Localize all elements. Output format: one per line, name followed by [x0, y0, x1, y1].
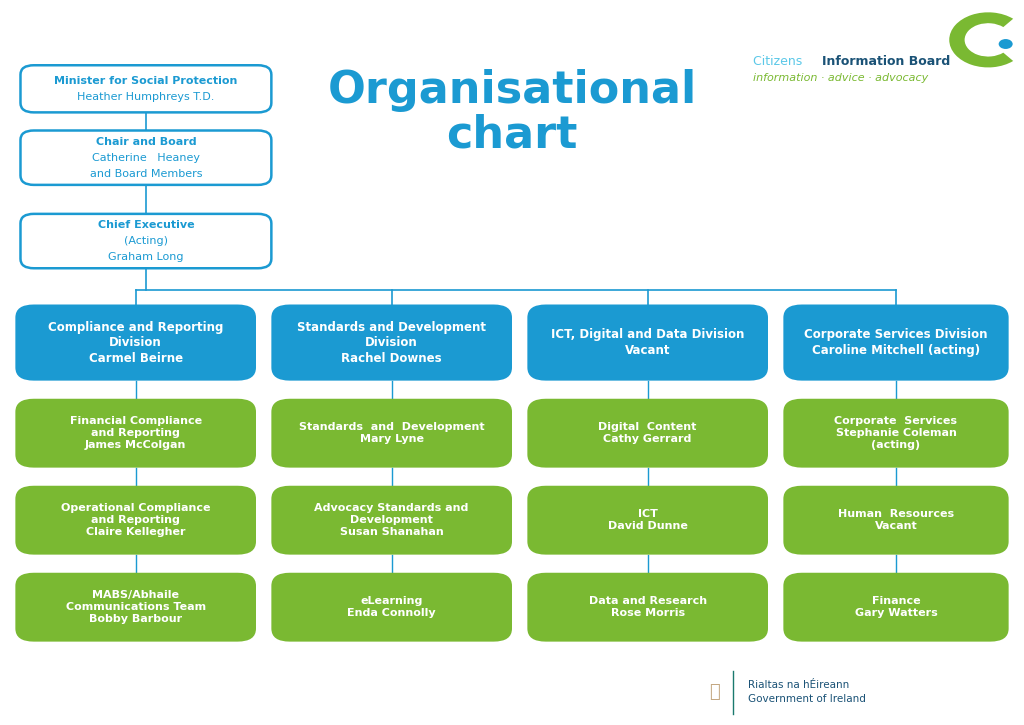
Text: Compliance and Reporting
Division
Carmel Beirne: Compliance and Reporting Division Carmel…	[48, 320, 223, 365]
FancyBboxPatch shape	[20, 214, 271, 268]
FancyBboxPatch shape	[527, 573, 768, 642]
FancyBboxPatch shape	[527, 399, 768, 468]
FancyBboxPatch shape	[783, 486, 1009, 555]
Text: Advocacy Standards and
Development
Susan Shanahan: Advocacy Standards and Development Susan…	[314, 503, 469, 537]
Text: Human  Resources
Vacant: Human Resources Vacant	[838, 509, 954, 531]
Text: Digital  Content
Cathy Gerrard: Digital Content Cathy Gerrard	[598, 422, 697, 444]
Text: Standards and Development
Division
Rachel Downes: Standards and Development Division Rache…	[297, 320, 486, 365]
FancyBboxPatch shape	[271, 486, 512, 555]
FancyBboxPatch shape	[15, 399, 256, 468]
Text: ICT
David Dunne: ICT David Dunne	[607, 509, 688, 531]
Text: eLearning
Enda Connolly: eLearning Enda Connolly	[347, 596, 436, 618]
Text: Minister for Social Protection: Minister for Social Protection	[54, 76, 238, 86]
Text: MABS/Abhaile
Communications Team
Bobby Barbour: MABS/Abhaile Communications Team Bobby B…	[66, 590, 206, 624]
FancyBboxPatch shape	[271, 399, 512, 468]
Text: Rialtas na hÉireann
Government of Ireland: Rialtas na hÉireann Government of Irelan…	[748, 680, 865, 705]
Text: Corporate Services Division
Caroline Mitchell (acting): Corporate Services Division Caroline Mit…	[804, 328, 988, 357]
FancyBboxPatch shape	[15, 486, 256, 555]
FancyBboxPatch shape	[783, 399, 1009, 468]
FancyBboxPatch shape	[271, 573, 512, 642]
Text: Citizens: Citizens	[753, 55, 806, 68]
FancyBboxPatch shape	[20, 65, 271, 112]
Text: Information Board: Information Board	[822, 55, 950, 68]
Text: 🏛: 🏛	[710, 684, 720, 701]
Text: Organisational
chart: Organisational chart	[328, 69, 696, 157]
Text: Data and Research
Rose Morris: Data and Research Rose Morris	[589, 596, 707, 618]
Text: ICT, Digital and Data Division
Vacant: ICT, Digital and Data Division Vacant	[551, 328, 744, 357]
Circle shape	[998, 39, 1013, 49]
Text: Finance
Gary Watters: Finance Gary Watters	[855, 596, 937, 618]
Text: Chair and Board: Chair and Board	[95, 137, 197, 146]
FancyBboxPatch shape	[15, 573, 256, 642]
Text: information · advice · advocacy: information · advice · advocacy	[753, 72, 928, 83]
Text: Operational Compliance
and Reporting
Claire Kellegher: Operational Compliance and Reporting Cla…	[61, 503, 210, 537]
Text: Graham Long: Graham Long	[109, 252, 183, 262]
Text: (Acting): (Acting)	[124, 236, 168, 246]
Text: Heather Humphreys T.D.: Heather Humphreys T.D.	[77, 92, 215, 102]
Text: Financial Compliance
and Reporting
James McColgan: Financial Compliance and Reporting James…	[70, 416, 202, 450]
Text: Catherine   Heaney: Catherine Heaney	[92, 153, 200, 162]
Wedge shape	[949, 12, 1013, 67]
Text: Standards  and  Development
Mary Lyne: Standards and Development Mary Lyne	[299, 422, 484, 444]
FancyBboxPatch shape	[271, 304, 512, 381]
Text: Chief Executive: Chief Executive	[97, 220, 195, 230]
FancyBboxPatch shape	[15, 304, 256, 381]
FancyBboxPatch shape	[783, 304, 1009, 381]
Text: and Board Members: and Board Members	[90, 169, 202, 178]
FancyBboxPatch shape	[527, 486, 768, 555]
FancyBboxPatch shape	[527, 304, 768, 381]
Text: Corporate  Services
Stephanie Coleman
(acting): Corporate Services Stephanie Coleman (ac…	[835, 416, 957, 450]
FancyBboxPatch shape	[20, 130, 271, 185]
FancyBboxPatch shape	[783, 573, 1009, 642]
